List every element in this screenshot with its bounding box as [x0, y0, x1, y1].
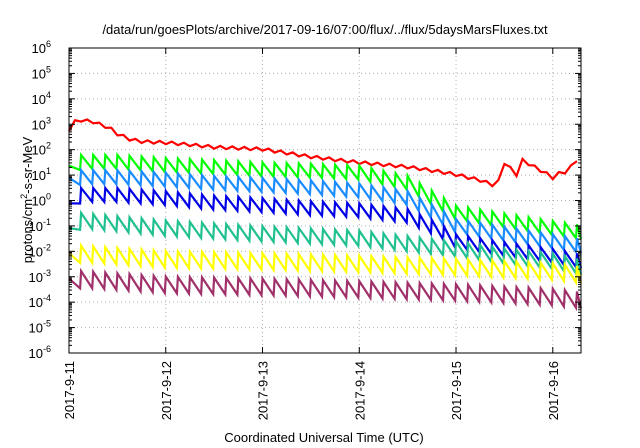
axis-ticks: [68, 47, 581, 354]
x-tick-label: 2017-9-12: [159, 361, 174, 420]
y-axis-title-post: -s-sr-MeV: [20, 136, 35, 193]
y-tick-label: 106: [32, 39, 51, 56]
series-line-5: [68, 209, 583, 277]
series-group: [68, 118, 583, 312]
y-tick-labels: 10-610-510-410-310-210-11001011021031041…: [29, 39, 51, 361]
y-tick-base: 10: [29, 321, 43, 336]
series-line-7: [68, 267, 583, 312]
series-line-4: [68, 185, 583, 271]
y-tick-exp: 5: [46, 64, 51, 74]
y-tick-exp: -2: [43, 242, 51, 252]
chart-title: /data/run/goesPlots/archive/2017-09-16/0…: [102, 22, 548, 37]
y-tick-base: 10: [32, 92, 46, 107]
y-tick-exp: -1: [43, 217, 51, 227]
x-tick-labels: 2017-9-11 2017-9-12 2017-9-13 2017-9-14 2017…: [62, 361, 561, 420]
y-tick-exp: -4: [43, 293, 51, 303]
y-tick-base: 10: [29, 270, 43, 285]
y-tick-label: 10-2: [29, 242, 51, 259]
y-tick-label: 101: [32, 166, 51, 183]
y-axis-title-sup: 2: [19, 194, 29, 199]
y-tick-label: 10-3: [29, 268, 51, 285]
x-tick-label: 2017-9-13: [256, 361, 271, 420]
x-axis-title: Coordinated Universal Time (UTC): [224, 430, 423, 445]
y-tick-exp: -3: [43, 268, 51, 278]
y-tick-base: 10: [32, 168, 46, 183]
y-tick-base: 10: [29, 346, 43, 361]
y-tick-base: 10: [29, 219, 43, 234]
y-tick-base: 10: [32, 194, 46, 209]
y-tick-base: 10: [29, 295, 43, 310]
y-tick-label: 104: [32, 90, 51, 107]
grid: [69, 48, 581, 353]
series-line-1: [68, 118, 578, 188]
y-tick-exp: 3: [46, 115, 51, 125]
y-tick-base: 10: [32, 41, 46, 56]
y-tick-exp: 0: [46, 192, 51, 202]
y-tick-label: 103: [32, 115, 51, 132]
series-line-6: [68, 242, 583, 286]
y-tick-exp: 1: [46, 166, 51, 176]
y-tick-base: 10: [32, 143, 46, 158]
y-tick-exp: -5: [43, 319, 51, 329]
y-tick-exp: -6: [43, 344, 51, 354]
y-tick-label: 10-5: [29, 319, 51, 336]
y-tick-exp: 6: [46, 39, 51, 49]
y-tick-base: 10: [32, 66, 46, 81]
y-tick-label: 102: [32, 141, 51, 158]
y-tick-label: 100: [32, 192, 51, 209]
series-line-2: [68, 151, 583, 242]
x-tick-label: 2017-9-11: [62, 361, 77, 419]
y-tick-exp: 2: [46, 141, 51, 151]
y-tick-label: 10-4: [29, 293, 51, 310]
y-tick-base: 10: [29, 244, 43, 259]
series-line-3: [68, 167, 583, 256]
y-axis-title-pre: protons/cm: [20, 199, 35, 263]
y-axis-title: protons/cm2-s-sr-MeV: [19, 136, 35, 263]
y-tick-exp: 4: [46, 90, 51, 100]
y-tick-label: 10-6: [29, 344, 51, 361]
x-tick-label: 2017-9-14: [352, 361, 367, 420]
x-tick-label: 2017-9-15: [449, 361, 464, 420]
x-tick-label: 2017-9-16: [546, 361, 561, 420]
y-tick-label: 105: [32, 64, 51, 81]
y-tick-base: 10: [32, 117, 46, 132]
y-tick-label: 10-1: [29, 217, 51, 234]
